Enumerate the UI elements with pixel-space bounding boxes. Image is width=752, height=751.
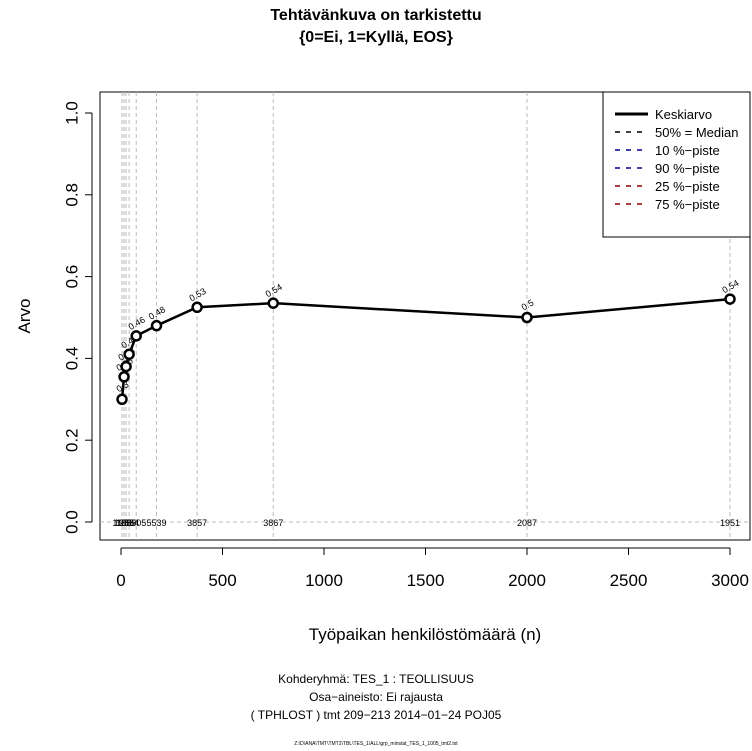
count-label: 1108 (112, 518, 131, 528)
x-tick-label: 1000 (305, 571, 343, 590)
y-tick-label: 0.4 (62, 347, 81, 371)
x-axis-title: Työpaikan henkilöstömäärä (n) (309, 625, 541, 644)
y-tick-label: 0.8 (62, 183, 81, 207)
count-label: 1655 (116, 518, 136, 528)
legend-label: 75 %−piste (655, 197, 720, 212)
chart-title-line2: {0=Ei, 1=Kyllä, EOS} (299, 29, 453, 46)
data-point (724, 293, 736, 305)
x-tick-label: 2500 (610, 571, 648, 590)
data-point-label: 0.54 (720, 278, 740, 295)
legend-label: 25 %−piste (655, 179, 720, 194)
legend-label: 50% = Median (655, 125, 738, 140)
plot-frame (99, 91, 751, 541)
legend-label: Keskiarvo (655, 107, 712, 122)
legend-box (602, 91, 751, 238)
data-point (118, 371, 130, 383)
y-tick-label: 0.2 (62, 428, 81, 452)
footer-line1: Kohderyhmä: TES_1 : TEOLLISUUS (278, 672, 474, 686)
legend-label: 90 %−piste (655, 161, 720, 176)
data-point (116, 393, 128, 406)
count-label: 2554 (119, 518, 139, 528)
data-point (191, 301, 203, 314)
footer-file-path: Z:\D\ANA\TMT\TMT2\TBL\TES_1\ALL\grp_mins… (294, 741, 458, 747)
count-label: 1983 (114, 518, 134, 528)
count-label: 3867 (263, 518, 283, 528)
y-tick-label: 1.0 (62, 101, 81, 125)
x-tick-label: 500 (208, 571, 236, 590)
data-point (267, 297, 279, 309)
y-tick-label: 0.0 (62, 510, 81, 534)
data-point (120, 360, 132, 373)
series-line-keskiarvo (120, 297, 731, 400)
y-tick-label: 0.6 (62, 265, 81, 289)
data-point-label: 0.53 (188, 286, 208, 303)
chart-title-line1: Tehtävänkuva on tarkistettu (270, 7, 482, 24)
footer-line2: Osa−aineisto: Ei rajausta (309, 690, 443, 704)
footer-line3: ( TPHLOST ) tmt 209−213 2014−01−24 POJ05 (250, 708, 502, 722)
data-point-label: 0.46 (127, 315, 147, 332)
x-tick-label: 2000 (508, 571, 546, 590)
count-label: 5539 (147, 518, 167, 528)
data-point (150, 319, 163, 332)
data-point (521, 311, 533, 324)
count-label: 3905 (126, 518, 146, 528)
x-tick-label: 3000 (711, 571, 749, 590)
legend-label: 10 %−piste (655, 143, 720, 158)
data-point-label: 0.5 (520, 297, 536, 312)
x-tick-label: 1500 (407, 571, 445, 590)
count-label: 2087 (517, 518, 537, 528)
x-tick-label: 0 (116, 571, 125, 590)
y-axis-title: Arvo (15, 299, 34, 334)
data-point (123, 348, 135, 361)
data-point (130, 330, 142, 342)
count-label: 1951 (720, 518, 740, 528)
count-label: 3857 (187, 518, 207, 528)
